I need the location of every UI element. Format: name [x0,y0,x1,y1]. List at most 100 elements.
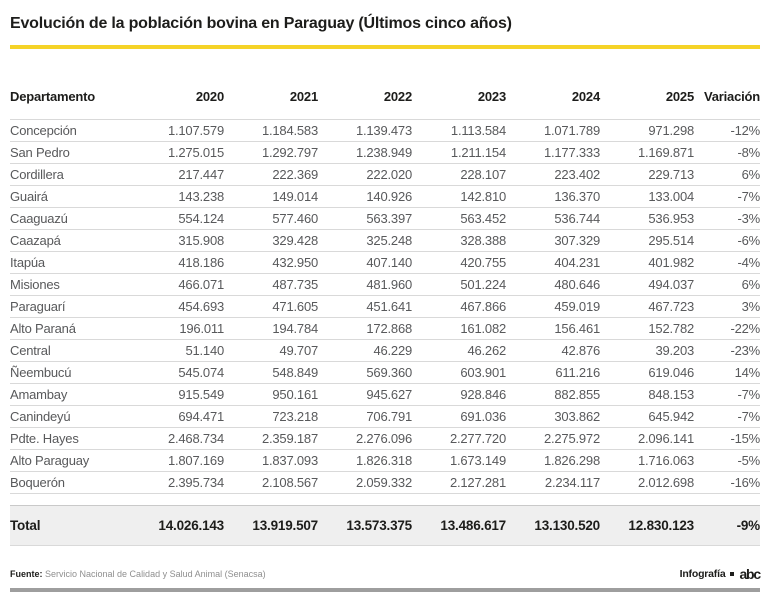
value-cell: 1.716.063 [600,449,694,472]
value-cell: 228.107 [412,163,506,186]
page-title: Evolución de la población bovina en Para… [10,15,512,32]
column-header-2022: 2022 [383,89,412,104]
value-cell: 1.673.149 [412,449,506,472]
department-cell: Itapúa [10,251,130,274]
column-header-variacion: Variación [703,89,760,104]
value-cell: 2.276.096 [318,427,412,450]
total-table: Total 14.026.143 13.919.507 13.573.375 1… [10,505,760,546]
table-row: San Pedro 1.275.015 1.292.797 1.238.949 … [10,141,760,164]
value-cell: 466.071 [130,273,224,296]
department-cell: San Pedro [10,141,130,164]
table-row: Alto Paraguay 1.807.169 1.837.093 1.826.… [10,449,760,472]
variation-cell: 6% [694,273,760,296]
table-row: Alto Paraná 196.011 194.784 172.868 161.… [10,317,760,340]
value-cell: 971.298 [600,119,694,142]
value-cell: 295.514 [600,229,694,252]
value-cell: 467.723 [600,295,694,318]
value-cell: 1.139.473 [318,119,412,142]
value-cell: 536.953 [600,207,694,230]
variation-cell: -4% [694,251,760,274]
value-cell: 307.329 [506,229,600,252]
variation-cell: -3% [694,207,760,230]
title-accent-rule [10,45,760,49]
value-cell: 217.447 [130,163,224,186]
table-row: Cordillera 217.447 222.369 222.020 228.1… [10,163,760,186]
source-note: Fuente: Servicio Nacional de Calidad y S… [10,568,266,580]
value-cell: 1.169.871 [600,141,694,164]
value-cell: 459.019 [506,295,600,318]
value-cell: 149.014 [224,185,318,208]
value-cell: 2.234.117 [506,471,600,494]
variation-cell: 3% [694,295,760,318]
department-cell: Misiones [10,273,130,296]
value-cell: 1.238.949 [318,141,412,164]
value-cell: 545.074 [130,361,224,384]
value-cell: 328.388 [412,229,506,252]
value-cell: 645.942 [600,405,694,428]
department-cell: Guairá [10,185,130,208]
department-cell: Canindeyú [10,405,130,428]
value-cell: 2.468.734 [130,427,224,450]
column-header-departamento: Departamento [10,89,96,104]
table-row: Central 51.140 49.707 46.229 46.262 42.8… [10,339,760,362]
value-cell: 2.012.698 [600,471,694,494]
value-cell: 577.460 [224,207,318,230]
value-cell: 2.395.734 [130,471,224,494]
value-cell: 140.926 [318,185,412,208]
value-cell: 882.855 [506,383,600,406]
value-cell: 303.862 [506,405,600,428]
department-cell: Paraguarí [10,295,130,318]
value-cell: 487.735 [224,273,318,296]
value-cell: 694.471 [130,405,224,428]
variation-cell: 14% [694,361,760,384]
value-cell: 222.369 [224,163,318,186]
table-row: Caazapá 315.908 329.428 325.248 328.388 … [10,229,760,252]
variation-cell: -8% [694,141,760,164]
value-cell: 563.397 [318,207,412,230]
department-cell: Caaguazú [10,207,130,230]
value-cell: 915.549 [130,383,224,406]
value-cell: 325.248 [318,229,412,252]
total-value-cell: 13.919.507 [224,505,318,546]
department-cell: Central [10,339,130,362]
value-cell: 133.004 [600,185,694,208]
value-cell: 1.211.154 [412,141,506,164]
total-row: Total 14.026.143 13.919.507 13.573.375 1… [10,505,760,546]
total-variation-cell: -9% [694,505,760,546]
column-header-2020: 2020 [195,89,224,104]
table-row: Concepción 1.107.579 1.184.583 1.139.473… [10,119,760,142]
value-cell: 467.866 [412,295,506,318]
value-cell: 619.046 [600,361,694,384]
variation-cell: -23% [694,339,760,362]
department-cell: Boquerón [10,471,130,494]
total-label-cell: Total [10,505,130,546]
value-cell: 1.275.015 [130,141,224,164]
table-row: Canindeyú 694.471 723.218 706.791 691.03… [10,405,760,428]
value-cell: 1.292.797 [224,141,318,164]
header-row: Departamento 2020 2021 2022 2023 2024 20… [10,73,760,120]
variation-cell: -5% [694,449,760,472]
population-table: Departamento 2020 2021 2022 2023 2024 20… [10,73,760,494]
bottom-bar [10,588,760,592]
value-cell: 2.059.332 [318,471,412,494]
source-label: Fuente: [10,569,43,579]
department-cell: Alto Paraná [10,317,130,340]
value-cell: 2.275.972 [506,427,600,450]
variation-cell: -16% [694,471,760,494]
value-cell: 329.428 [224,229,318,252]
value-cell: 1.113.584 [412,119,506,142]
value-cell: 928.846 [412,383,506,406]
table-row: Caaguazú 554.124 577.460 563.397 563.452… [10,207,760,230]
value-cell: 142.810 [412,185,506,208]
value-cell: 2.108.567 [224,471,318,494]
value-cell: 418.186 [130,251,224,274]
value-cell: 1.071.789 [506,119,600,142]
value-cell: 480.646 [506,273,600,296]
value-cell: 451.641 [318,295,412,318]
column-header-2025: 2025 [665,89,694,104]
department-cell: Amambay [10,383,130,406]
abc-logo: abc [739,566,761,582]
value-cell: 223.402 [506,163,600,186]
value-cell: 950.161 [224,383,318,406]
